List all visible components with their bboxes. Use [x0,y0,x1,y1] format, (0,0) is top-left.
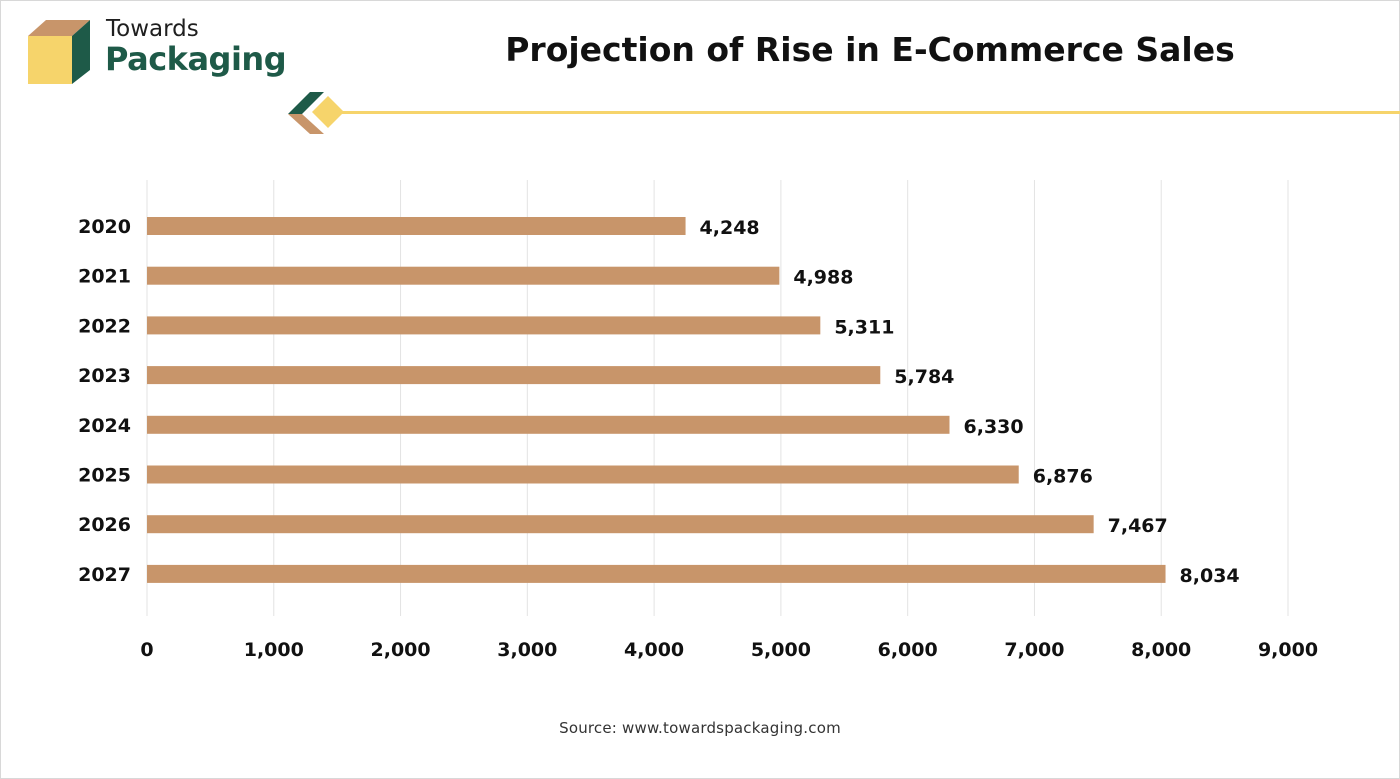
bar-2026 [147,515,1094,534]
bar-2021 [147,266,780,285]
category-label: 2025 [78,465,131,487]
data-label: 7,467 [1108,515,1168,537]
data-label: 8,034 [1180,565,1240,587]
x-tick-label: 4,000 [624,639,684,661]
category-label: 2024 [78,415,131,437]
bar-2022 [147,316,821,335]
x-tick-label: 0 [140,639,153,661]
brand-name-packaging: Packaging [105,40,287,78]
category-label: 2023 [78,365,131,387]
chart-title: Projection of Rise in E-Commerce Sales [505,30,1235,69]
bar-2020 [147,217,686,235]
data-label: 4,988 [793,267,853,289]
bar-2025 [147,465,1019,484]
x-tick-label: 2,000 [371,639,431,661]
bar-2027 [147,564,1166,583]
bar-2024 [147,415,950,434]
data-label: 5,784 [894,366,954,388]
category-label: 2027 [78,564,131,586]
x-tick-label: 1,000 [244,639,304,661]
bar-2023 [147,366,881,385]
brand-logo: Towards Packaging [26,16,287,88]
data-label: 6,876 [1033,466,1093,488]
category-label: 2026 [78,514,131,536]
brand-name-towards: Towards [106,16,199,42]
source-note: Source: www.towardspackaging.com [559,719,841,737]
x-tick-label: 9,000 [1258,639,1318,661]
category-label: 2020 [78,216,131,238]
data-label: 5,311 [834,316,894,338]
x-tick-label: 5,000 [751,639,811,661]
x-tick-label: 8,000 [1131,639,1191,661]
x-tick-label: 6,000 [878,639,938,661]
data-label: 4,248 [700,217,760,239]
category-label: 2022 [78,315,131,337]
data-label: 6,330 [964,416,1024,438]
diamond-ornament-icon [288,92,344,134]
x-tick-label: 7,000 [1004,639,1064,661]
box-logo-icon [28,20,90,84]
category-label: 2021 [78,266,131,288]
title-underline [330,111,1400,114]
x-tick-label: 3,000 [497,639,557,661]
